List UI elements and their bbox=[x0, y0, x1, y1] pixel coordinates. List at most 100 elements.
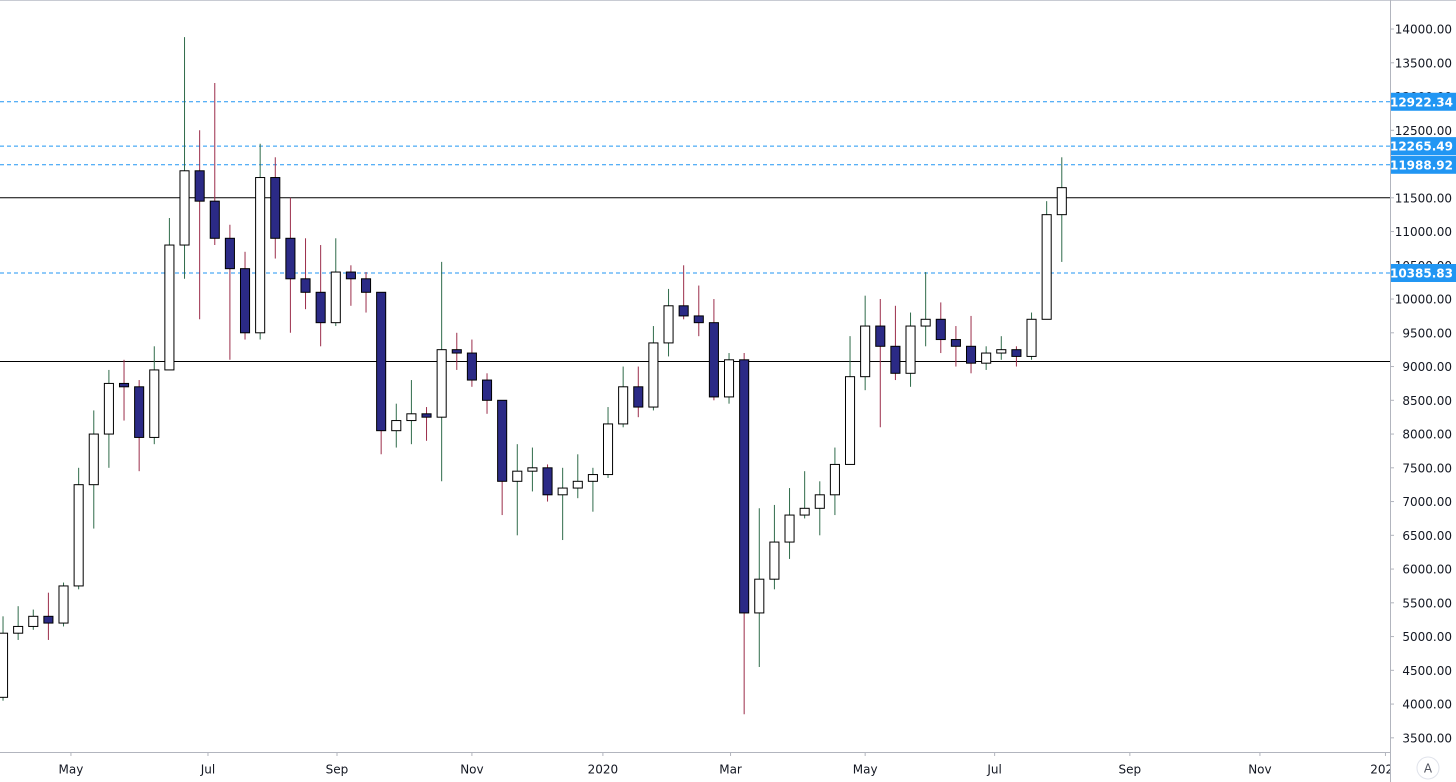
candle-body bbox=[391, 420, 402, 432]
candle-body bbox=[451, 349, 462, 354]
candle-body bbox=[950, 339, 961, 347]
candle-body bbox=[134, 386, 145, 438]
level-label-box bbox=[1391, 155, 1456, 174]
auto-scale-label[interactable]: A bbox=[1424, 762, 1433, 776]
candle-body bbox=[149, 369, 160, 438]
candle-body bbox=[920, 318, 931, 327]
candle-body bbox=[376, 291, 387, 432]
candle-body bbox=[769, 541, 780, 580]
candle-body bbox=[255, 177, 266, 334]
candle-body bbox=[28, 615, 39, 627]
candle-body bbox=[330, 271, 341, 324]
level-label: 12265.49 bbox=[1390, 140, 1453, 154]
candle-body bbox=[996, 349, 1007, 354]
candle-body bbox=[73, 484, 84, 587]
candle-body bbox=[542, 467, 553, 496]
candle-body bbox=[799, 507, 810, 516]
candle-body bbox=[739, 359, 750, 614]
level-label: 10385.83 bbox=[1390, 266, 1453, 280]
candle-body bbox=[708, 322, 719, 398]
y-tick-label: 6500.00 bbox=[1402, 529, 1452, 543]
y-tick-label: 14000.00 bbox=[1395, 23, 1452, 37]
level-label-box bbox=[1391, 137, 1456, 156]
y-tick-label: 6000.00 bbox=[1402, 563, 1452, 577]
x-tick-label: Sep bbox=[326, 763, 349, 777]
candle-body bbox=[648, 342, 659, 408]
candle-body bbox=[466, 352, 477, 381]
y-tick-label: 7000.00 bbox=[1402, 495, 1452, 509]
candle-body bbox=[315, 291, 326, 324]
candle-body bbox=[0, 632, 9, 698]
candle-body bbox=[512, 470, 523, 482]
candle-body bbox=[587, 474, 598, 482]
x-tick-label: May bbox=[59, 763, 84, 777]
level-label-box bbox=[1391, 92, 1456, 111]
candle-body bbox=[481, 379, 493, 401]
candle-body bbox=[935, 318, 946, 341]
candle-body bbox=[1026, 318, 1037, 357]
candle-body bbox=[663, 305, 674, 344]
candle-body bbox=[633, 386, 644, 408]
y-tick-label: 8500.00 bbox=[1402, 394, 1452, 408]
level-label: 12922.34 bbox=[1390, 95, 1453, 109]
y-tick-label: 3500.00 bbox=[1402, 731, 1452, 745]
candle-body bbox=[406, 413, 417, 422]
candle-body bbox=[875, 325, 886, 347]
y-tick-label: 9000.00 bbox=[1402, 360, 1452, 374]
candle-body bbox=[497, 399, 508, 482]
y-tick-label: 10000.00 bbox=[1395, 293, 1452, 307]
candle-body bbox=[13, 625, 24, 634]
candle-body bbox=[678, 305, 689, 317]
candle-body bbox=[58, 585, 69, 624]
candle-body bbox=[43, 615, 54, 624]
y-tick-label: 12500.00 bbox=[1395, 124, 1452, 138]
candle-body bbox=[1041, 214, 1052, 320]
x-tick-label: Nov bbox=[460, 763, 483, 777]
candle-body bbox=[602, 423, 614, 476]
candle-body bbox=[209, 200, 220, 239]
y-axis: 3500.00 4000.00 4500.00 5000.00 5500.00 6000.… bbox=[1390, 23, 1456, 745]
candle-body bbox=[224, 237, 235, 270]
candle-body bbox=[844, 376, 856, 465]
candle-body bbox=[723, 359, 735, 398]
x-tick-label: Sep bbox=[1119, 763, 1142, 777]
candle-body bbox=[421, 413, 432, 418]
candle-body bbox=[118, 382, 130, 388]
candle-body bbox=[300, 278, 311, 293]
auto-scale-button[interactable] bbox=[1416, 756, 1440, 780]
y-tick-label: 5000.00 bbox=[1402, 630, 1452, 644]
plot-area bbox=[0, 37, 1390, 715]
candle-body bbox=[270, 177, 281, 239]
x-tick-label: May bbox=[853, 763, 878, 777]
candle-body bbox=[103, 382, 114, 435]
candle-body bbox=[965, 345, 977, 364]
candle-body bbox=[754, 578, 765, 614]
price-axis-panel bbox=[1391, 0, 1456, 782]
candle-body bbox=[814, 494, 825, 509]
y-tick-label: 4000.00 bbox=[1402, 698, 1452, 712]
candle-body bbox=[436, 349, 447, 418]
candle-body bbox=[88, 433, 99, 486]
candle-body bbox=[693, 315, 704, 324]
candle-body bbox=[829, 463, 840, 496]
candle-body bbox=[194, 170, 205, 202]
level-label-box bbox=[1391, 263, 1456, 282]
x-tick-label: Mar bbox=[719, 763, 742, 777]
level-label: 11988.92 bbox=[1390, 158, 1453, 172]
candle-body bbox=[360, 278, 372, 293]
candle-body bbox=[1056, 187, 1067, 216]
x-tick-label: Jul bbox=[986, 763, 1001, 777]
y-tick-label: 5500.00 bbox=[1402, 596, 1452, 610]
y-tick-label: 11000.00 bbox=[1395, 225, 1452, 239]
candle-body bbox=[239, 268, 251, 334]
candle-body bbox=[890, 345, 901, 374]
candle-body bbox=[345, 271, 356, 280]
candle-body bbox=[527, 467, 538, 472]
y-tick-label: 11500.00 bbox=[1395, 191, 1452, 205]
candle-body bbox=[164, 244, 175, 371]
candle-body bbox=[784, 514, 795, 543]
candle-body bbox=[860, 325, 871, 378]
candle-body bbox=[618, 386, 629, 425]
y-tick-label: 9500.00 bbox=[1402, 326, 1452, 340]
